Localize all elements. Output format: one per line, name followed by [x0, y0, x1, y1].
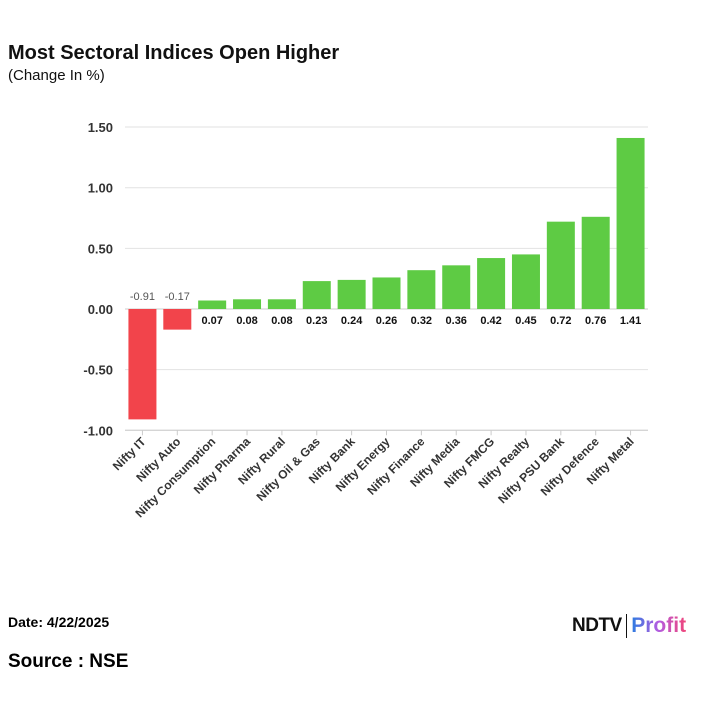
y-tick-label: 1.50 — [88, 120, 113, 135]
bar — [267, 299, 296, 309]
date-label: Date: 4/22/2025 — [8, 614, 110, 630]
logo-divider — [625, 614, 628, 638]
data-label: 0.36 — [446, 315, 467, 327]
bar — [233, 299, 262, 309]
bar — [442, 265, 471, 309]
bar — [198, 300, 227, 309]
y-tick-label: 0.50 — [88, 241, 113, 256]
source-label: Source : NSE — [8, 651, 129, 672]
data-label: 0.07 — [201, 315, 222, 327]
ndtv-profit-logo: NDTV Profit — [572, 614, 686, 638]
data-label: 1.41 — [620, 315, 641, 327]
data-label: 0.42 — [480, 315, 501, 327]
data-label: 0.76 — [585, 315, 606, 327]
bar — [128, 309, 157, 420]
chart-subtitle: (Change In %) — [8, 67, 105, 84]
bar — [407, 270, 436, 309]
data-label: -0.17 — [165, 291, 190, 303]
bar — [337, 279, 366, 309]
y-tick-label: -1.00 — [83, 423, 113, 438]
bar — [477, 258, 506, 309]
y-tick-label: 1.00 — [88, 181, 113, 196]
data-label: 0.45 — [515, 315, 536, 327]
bar — [163, 309, 192, 330]
y-tick-label: 0.00 — [88, 302, 113, 317]
bar — [546, 221, 575, 309]
data-label: 0.08 — [236, 315, 257, 327]
chart-title: Most Sectoral Indices Open Higher — [8, 42, 340, 64]
y-tick-label: -0.50 — [83, 363, 113, 378]
data-label: 0.23 — [306, 315, 327, 327]
bar — [302, 281, 331, 309]
logo-ndtv: NDTV — [572, 615, 622, 636]
data-label: 0.08 — [271, 315, 292, 327]
bar — [581, 216, 610, 309]
data-label: 0.72 — [550, 315, 571, 327]
data-label: -0.91 — [130, 291, 155, 303]
bar — [511, 254, 540, 309]
logo-profit: Profit — [631, 614, 687, 637]
bar — [616, 137, 645, 309]
data-label: 0.26 — [376, 315, 397, 327]
data-label: 0.24 — [341, 315, 363, 327]
bar — [372, 277, 401, 309]
data-label: 0.32 — [411, 315, 432, 327]
